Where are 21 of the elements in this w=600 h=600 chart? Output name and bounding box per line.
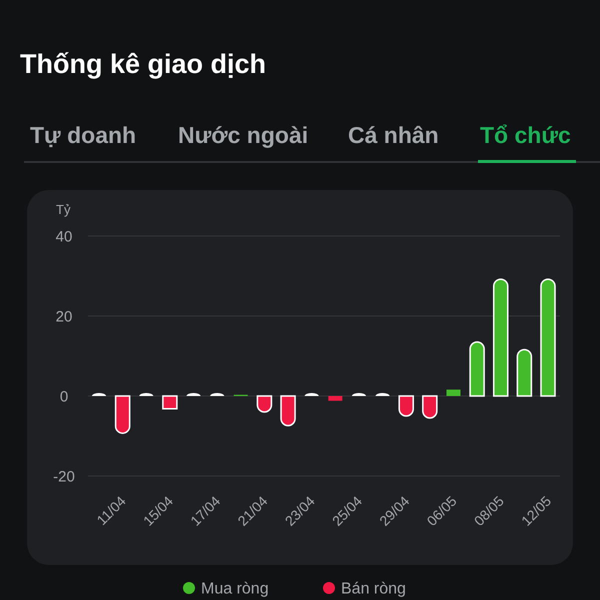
legend-label: Bán ròng <box>341 580 406 598</box>
bar <box>492 278 508 397</box>
y-axis-title: Tỷ <box>56 202 71 217</box>
bar <box>114 395 130 434</box>
y-tick-label: -20 <box>53 468 75 486</box>
legend-label: Mua ròng <box>201 580 269 598</box>
text: Cá nhân <box>348 122 439 148</box>
bar <box>469 341 485 397</box>
bar <box>328 396 342 401</box>
bar <box>280 395 296 426</box>
y-tick-label: 0 <box>60 388 68 406</box>
y-tick-label: 20 <box>56 308 72 326</box>
text: Tổ chức <box>480 122 571 148</box>
chart-title: Thống kê giao dịch <box>20 49 266 79</box>
y-tick-label: 40 <box>56 228 72 246</box>
text: Nước ngoài <box>178 122 308 148</box>
text: Tự doanh <box>30 122 136 148</box>
bar <box>540 278 556 397</box>
bar <box>162 395 178 410</box>
bar <box>516 348 532 397</box>
bar <box>446 390 460 396</box>
